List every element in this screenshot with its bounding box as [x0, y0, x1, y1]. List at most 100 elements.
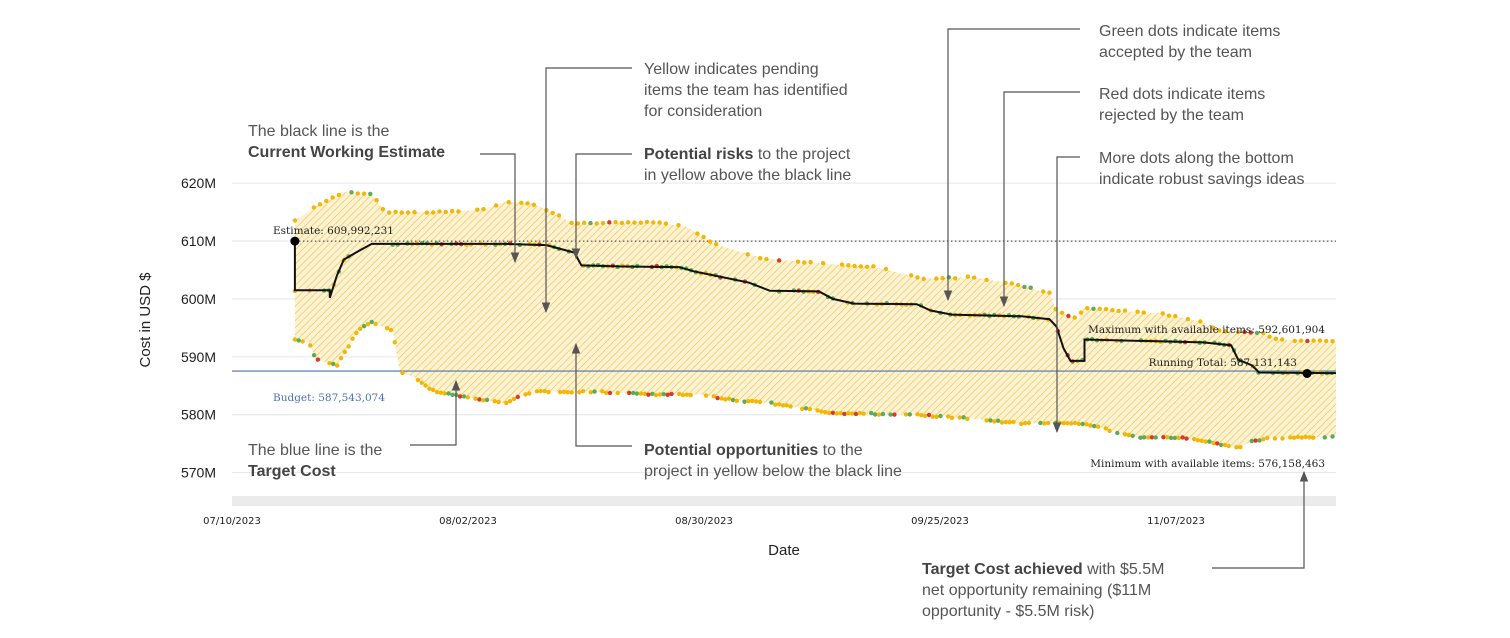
annotation-line: for consideration [644, 103, 762, 120]
item-dot [626, 220, 631, 225]
item-dot [703, 393, 709, 398]
item-dot [632, 220, 637, 225]
annotation-line: opportunity - $5.5M risk) [922, 603, 1095, 620]
item-dot [1078, 310, 1084, 315]
item-dot [492, 399, 497, 404]
annotation-line: to the [818, 442, 863, 459]
item-dot [1303, 434, 1308, 440]
item-dot [1085, 306, 1090, 311]
item-dot [788, 404, 793, 409]
item-dot [1015, 282, 1021, 288]
item-dot [1007, 420, 1012, 425]
annotation-line: rejected by the team [1099, 107, 1244, 124]
item-dot [1322, 435, 1328, 440]
item-dot [387, 210, 392, 215]
item-dot [1069, 421, 1074, 426]
item-dot [965, 274, 970, 279]
item-dot [846, 411, 851, 416]
item-dot [808, 259, 813, 265]
item-dot [873, 412, 878, 417]
item-dot [368, 191, 373, 197]
item-dot [852, 263, 857, 269]
item-dot [415, 377, 421, 383]
y-tick-label: 600M [181, 291, 216, 307]
item-dot [1160, 311, 1165, 316]
item-dot [1172, 435, 1178, 441]
item-dot [355, 191, 360, 196]
y-tick-label: 620M [181, 175, 216, 191]
item-dot [369, 319, 374, 325]
item-dot [842, 411, 847, 417]
item-dot [1199, 438, 1205, 443]
item-dot [1072, 315, 1077, 320]
item-dot [1215, 441, 1220, 446]
item-dot [393, 209, 398, 214]
annotation-line: The blue line is the [248, 442, 382, 459]
item-dot [707, 239, 713, 244]
item-dot [515, 394, 520, 400]
current-working-estimate-line [293, 241, 1337, 375]
item-dot [1305, 338, 1310, 344]
item-dot [773, 402, 778, 407]
item-dot [342, 349, 347, 355]
item-dot [461, 394, 467, 399]
item-dot [903, 412, 909, 417]
item-dot [892, 412, 897, 417]
item-dot [934, 276, 939, 281]
item-dot [1088, 423, 1093, 428]
annotation-line: Yellow indicates pending [644, 61, 819, 78]
item-dot [1242, 329, 1247, 335]
annotation-arrow [571, 153, 632, 260]
item-dot [594, 221, 599, 226]
item-dot [1330, 434, 1335, 439]
item-dot [1248, 330, 1254, 335]
item-dot [988, 418, 993, 423]
annotation-line: with $5.5M [1083, 561, 1165, 578]
item-dot [350, 336, 355, 341]
item-dot [1184, 436, 1189, 441]
item-dot [1076, 421, 1082, 427]
item-dot [493, 203, 499, 208]
item-dot [330, 195, 335, 200]
item-dot [546, 389, 551, 395]
item-dot [677, 391, 682, 397]
item-dot [1097, 306, 1103, 311]
item-dot [746, 399, 751, 404]
item-dot [582, 220, 587, 225]
pending-items-band [294, 191, 1336, 449]
item-dot [627, 390, 632, 396]
item-dot [1324, 338, 1329, 344]
item-dot [399, 210, 404, 215]
item-dot [909, 273, 914, 278]
item-dot [1292, 338, 1298, 344]
item-dot [883, 266, 889, 272]
item-dot [1107, 428, 1112, 434]
item-dot [1059, 310, 1065, 315]
item-dot [442, 391, 447, 396]
item-dot [1041, 289, 1046, 294]
item-dot [384, 326, 390, 331]
item-dot [1115, 430, 1120, 436]
item-dot [1254, 330, 1260, 336]
item-dot [646, 392, 651, 397]
item-dot [1061, 421, 1066, 426]
annotation-text: Potential opportunities to the project in… [644, 442, 902, 480]
item-dot [715, 395, 720, 401]
item-dot [1019, 421, 1024, 427]
y-axis: 570M 580M 590M 600M 610M 620M [181, 175, 216, 480]
item-dot [446, 391, 451, 396]
item-dot [1185, 316, 1191, 322]
item-dot [1198, 319, 1203, 324]
item-dot [769, 400, 774, 405]
minimum-label: Minimum with available items: 576,158,46… [1090, 458, 1325, 470]
item-dot [803, 406, 809, 411]
item-dot [742, 399, 747, 404]
estimate-label: Estimate: 609,992,231 [273, 225, 394, 237]
annotation-bold-text: Target Cost [248, 463, 336, 480]
item-dot [1084, 422, 1089, 427]
item-dot [922, 413, 928, 418]
item-dot [971, 275, 977, 280]
item-dot [443, 209, 448, 215]
running-total-point [1302, 368, 1312, 378]
item-dot [335, 363, 340, 368]
